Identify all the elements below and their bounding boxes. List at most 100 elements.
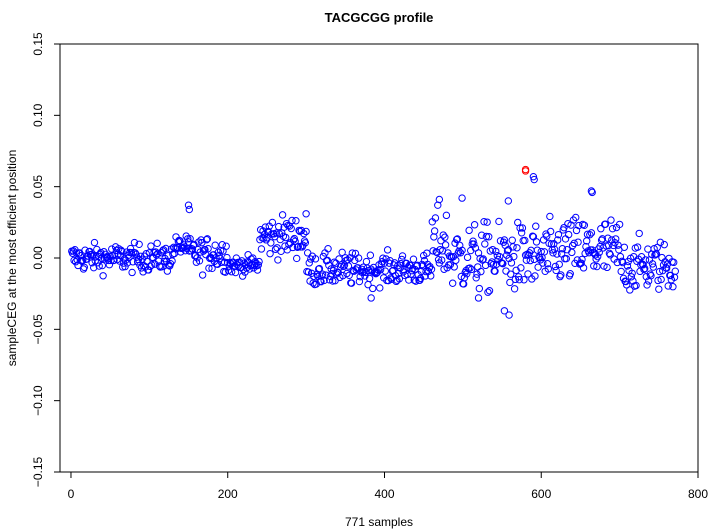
data-point bbox=[580, 221, 589, 230]
data-point bbox=[626, 286, 634, 294]
data-point bbox=[572, 213, 580, 222]
data-point bbox=[577, 259, 585, 267]
data-point bbox=[104, 256, 113, 265]
data-point bbox=[162, 244, 170, 253]
data-point bbox=[530, 175, 538, 184]
data-point bbox=[575, 221, 583, 230]
data-point bbox=[503, 247, 512, 255]
data-point bbox=[435, 195, 444, 204]
data-point bbox=[483, 218, 491, 226]
data-point bbox=[544, 265, 552, 273]
data-point bbox=[467, 265, 476, 274]
data-point bbox=[423, 260, 432, 269]
data-point bbox=[315, 264, 324, 273]
data-point bbox=[257, 245, 266, 253]
data-point bbox=[560, 223, 568, 232]
data-point bbox=[164, 251, 172, 260]
data-point bbox=[78, 257, 86, 265]
data-point bbox=[97, 248, 105, 257]
data-point bbox=[647, 272, 655, 280]
data-point bbox=[534, 263, 542, 271]
data-point bbox=[482, 232, 491, 241]
y-tick-label: 0.05 bbox=[31, 175, 45, 199]
data-point bbox=[586, 230, 594, 239]
data-point bbox=[612, 235, 620, 243]
data-point bbox=[446, 260, 455, 269]
data-point bbox=[605, 249, 614, 258]
data-point bbox=[452, 256, 460, 264]
data-point bbox=[474, 263, 482, 271]
data-point bbox=[620, 243, 629, 251]
data-point bbox=[603, 263, 611, 272]
data-point bbox=[204, 244, 212, 253]
data-point bbox=[438, 256, 446, 264]
data-point bbox=[323, 256, 331, 264]
data-point bbox=[455, 247, 463, 255]
data-point bbox=[376, 265, 385, 274]
data-point bbox=[90, 263, 98, 272]
data-point bbox=[208, 264, 216, 273]
data-point bbox=[587, 187, 596, 195]
data-point bbox=[383, 246, 392, 254]
data-point bbox=[521, 236, 529, 245]
data-point bbox=[607, 216, 615, 224]
data-point bbox=[292, 217, 300, 225]
data-point bbox=[550, 245, 559, 254]
data-point bbox=[343, 269, 351, 278]
data-point bbox=[604, 241, 613, 250]
data-point bbox=[131, 249, 139, 257]
data-point bbox=[510, 285, 519, 293]
data-point bbox=[407, 270, 415, 278]
data-point bbox=[521, 167, 530, 175]
data-point bbox=[218, 241, 226, 249]
data-point bbox=[245, 265, 254, 273]
data-point bbox=[662, 264, 671, 272]
data-point bbox=[379, 254, 387, 262]
data-point bbox=[268, 218, 277, 227]
data-point bbox=[513, 244, 521, 252]
data-point bbox=[505, 254, 513, 263]
data-point bbox=[356, 272, 364, 281]
data-point bbox=[288, 216, 296, 225]
data-point bbox=[325, 276, 334, 284]
data-point bbox=[520, 276, 528, 284]
data-point bbox=[561, 235, 570, 243]
data-point bbox=[441, 241, 450, 249]
data-point bbox=[369, 284, 377, 293]
data-point bbox=[566, 270, 574, 278]
y-axis-label: sampleCEG at the most efficient position bbox=[5, 150, 19, 367]
data-point bbox=[640, 265, 648, 274]
data-point bbox=[505, 311, 513, 319]
data-point bbox=[278, 211, 287, 219]
data-point bbox=[176, 237, 184, 245]
data-point bbox=[301, 239, 310, 247]
data-point bbox=[231, 268, 240, 277]
data-point bbox=[669, 283, 677, 291]
data-point bbox=[628, 269, 636, 277]
data-point bbox=[516, 224, 524, 232]
data-point bbox=[266, 249, 274, 258]
data-point bbox=[188, 245, 197, 253]
data-point bbox=[195, 257, 204, 265]
data-point bbox=[458, 194, 466, 202]
data-point bbox=[606, 251, 614, 259]
data-point bbox=[274, 222, 283, 231]
data-point bbox=[211, 241, 219, 249]
data-point bbox=[664, 282, 672, 290]
data-point bbox=[568, 241, 577, 250]
data-point bbox=[466, 264, 474, 272]
data-point bbox=[485, 233, 493, 241]
data-point bbox=[146, 262, 154, 271]
data-point bbox=[614, 241, 622, 249]
data-point bbox=[439, 231, 447, 239]
data-point bbox=[587, 229, 596, 237]
data-point bbox=[654, 276, 662, 285]
data-point bbox=[108, 245, 116, 253]
data-point bbox=[203, 235, 212, 243]
data-point bbox=[627, 273, 636, 281]
data-point bbox=[430, 227, 439, 235]
data-point bbox=[453, 235, 462, 243]
data-point bbox=[123, 259, 132, 267]
data-point bbox=[623, 262, 632, 270]
data-point bbox=[259, 227, 267, 235]
